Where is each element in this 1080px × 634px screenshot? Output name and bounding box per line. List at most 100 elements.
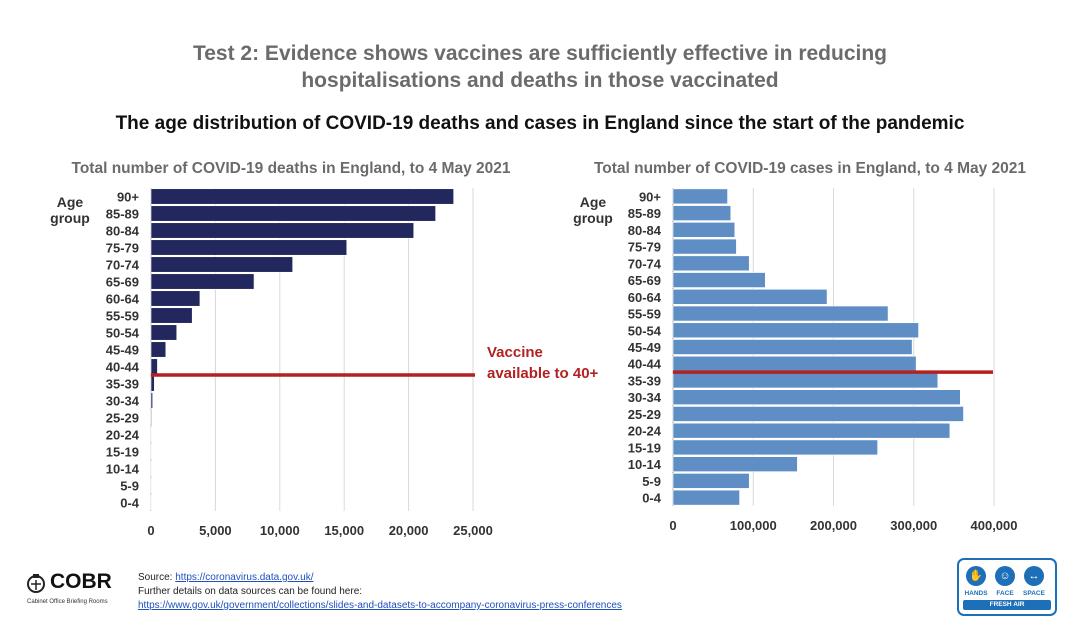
charts-canvas: Total number of COVID-19 deaths in Engla… <box>50 160 1026 538</box>
deaths-xtick-label: 5,000 <box>199 523 232 538</box>
cases-category-label: 10-14 <box>628 457 662 472</box>
cases-bar <box>672 389 961 406</box>
deaths-bar <box>150 324 178 341</box>
deaths-category-label: 65-69 <box>106 275 139 290</box>
cases-category-label: 65-69 <box>628 273 661 288</box>
deaths-bar <box>150 341 167 358</box>
source-link[interactable]: https://coronavirus.data.gov.uk/ <box>175 572 314 583</box>
cases-xtick-label: 0 <box>669 518 676 533</box>
deaths-bar <box>150 392 153 409</box>
hands-label: HANDS <box>964 590 988 597</box>
source-prefix: Source: <box>138 572 176 583</box>
cases-bar <box>672 188 728 205</box>
deaths-bar <box>150 222 415 239</box>
source-line: Source: https://coronavirus.data.gov.uk/ <box>138 571 622 585</box>
deaths-category-label: 35-39 <box>106 377 139 392</box>
deaths-category-label: 25-29 <box>106 411 139 426</box>
cases-bar <box>672 422 951 439</box>
deaths-bar <box>150 273 255 290</box>
deaths-category-label: 55-59 <box>106 309 139 324</box>
cases-bar <box>672 355 917 372</box>
vaccine-annotation-line2: available to 40+ <box>487 365 599 382</box>
details-text: Further details on data sources can be f… <box>138 586 363 597</box>
slide-title: Test 2: Evidence shows vaccines are suff… <box>0 40 1080 94</box>
cases-category-label: 90+ <box>639 189 661 204</box>
cases-category-label: 45-49 <box>628 340 661 355</box>
slide-title-line1: Test 2: Evidence shows vaccines are suff… <box>192 42 888 65</box>
deaths-xtick-label: 20,000 <box>389 523 429 538</box>
deaths-xtick-label: 0 <box>147 523 154 538</box>
cobr-subtext: Cabinet Office Briefing Rooms <box>27 599 108 605</box>
hands-face-space-badge: ✋ ☺ ↔ HANDS FACE SPACE FRESH AIR <box>957 558 1057 616</box>
cases-bar <box>672 489 740 506</box>
cases-xtick-label: 400,000 <box>971 518 1018 533</box>
deaths-chart-title: Total number of COVID-19 deaths in Engla… <box>72 160 511 177</box>
cases-bar <box>672 205 732 221</box>
deaths-bar <box>150 290 201 307</box>
deaths-category-label: 40-44 <box>106 360 140 375</box>
deaths-bar <box>150 443 152 460</box>
cases-category-label: 0-4 <box>642 491 662 506</box>
cases-xtick-label: 200,000 <box>810 518 857 533</box>
cases-category-label: 25-29 <box>628 407 661 422</box>
cases-bar <box>672 439 878 456</box>
cases-bar <box>672 238 737 255</box>
deaths-bar <box>150 494 152 511</box>
cases-category-label: 75-79 <box>628 240 661 255</box>
cases-category-label: 50-54 <box>628 323 662 338</box>
deaths-category-label: 15-19 <box>106 445 139 460</box>
cases-category-label: 80-84 <box>628 223 662 238</box>
deaths-bar <box>150 375 155 392</box>
deaths-category-label: 75-79 <box>106 241 139 256</box>
deaths-bar <box>150 205 436 222</box>
face-label: FACE <box>996 590 1014 597</box>
deaths-xtick-label: 25,000 <box>453 523 493 538</box>
deaths-bar <box>150 426 152 443</box>
cases-category-label: 40-44 <box>628 357 662 372</box>
cases-bar <box>672 272 766 288</box>
cases-chart-title: Total number of COVID-19 cases in Englan… <box>594 160 1026 177</box>
deaths-bar <box>150 358 158 375</box>
deaths-category-label: 45-49 <box>106 343 139 358</box>
crest-icon <box>27 574 45 593</box>
deaths-ylabel-line1: Age <box>57 194 84 210</box>
cases-category-label: 55-59 <box>628 307 661 322</box>
cases-category-label: 85-89 <box>628 206 661 221</box>
deaths-category-label: 30-34 <box>106 394 140 409</box>
cases-xtick-label: 100,000 <box>730 518 777 533</box>
deaths-bar <box>150 239 348 256</box>
deaths-xtick-label: 15,000 <box>324 523 364 538</box>
details-link[interactable]: https://www.gov.uk/government/collection… <box>138 600 622 611</box>
cases-xtick-label: 300,000 <box>890 518 937 533</box>
deaths-category-label: 20-24 <box>106 428 140 443</box>
cobr-wordmark: COBR <box>50 570 112 593</box>
cases-ylabel-line1: Age <box>580 194 607 210</box>
cases-bar <box>672 288 828 305</box>
face-icon: ☺ <box>995 566 1015 586</box>
deaths-category-label: 50-54 <box>106 326 140 341</box>
cases-category-label: 70-74 <box>628 256 662 271</box>
cases-category-label: 20-24 <box>628 424 662 439</box>
deaths-category-label: 85-89 <box>106 207 139 222</box>
deaths-ylabel-line2: group <box>50 210 90 226</box>
cases-bar <box>672 372 939 389</box>
cases-bar <box>672 322 919 339</box>
deaths-bar <box>150 477 152 494</box>
vaccine-annotation-line1: Vaccine <box>487 344 543 361</box>
deaths-bar <box>150 307 193 324</box>
cases-bar <box>672 339 913 355</box>
fresh-air-label: FRESH AIR <box>963 600 1051 610</box>
slide-title-line2: hospitalisations and deaths in those vac… <box>301 69 779 92</box>
space-icon: ↔ <box>1024 566 1044 586</box>
source-notes: Source: https://coronavirus.data.gov.uk/… <box>138 571 622 613</box>
cases-ylabel-line2: group <box>573 210 613 226</box>
deaths-category-label: 60-64 <box>106 292 140 307</box>
hands-icon: ✋ <box>966 566 986 586</box>
cases-category-label: 15-19 <box>628 440 661 455</box>
slide-subtitle: The age distribution of COVID-19 deaths … <box>115 113 965 134</box>
cases-bar <box>672 406 964 422</box>
cases-bar <box>672 305 889 322</box>
cases-bar <box>672 255 750 272</box>
deaths-category-label: 5-9 <box>120 479 139 494</box>
deaths-category-label: 0-4 <box>120 496 140 511</box>
